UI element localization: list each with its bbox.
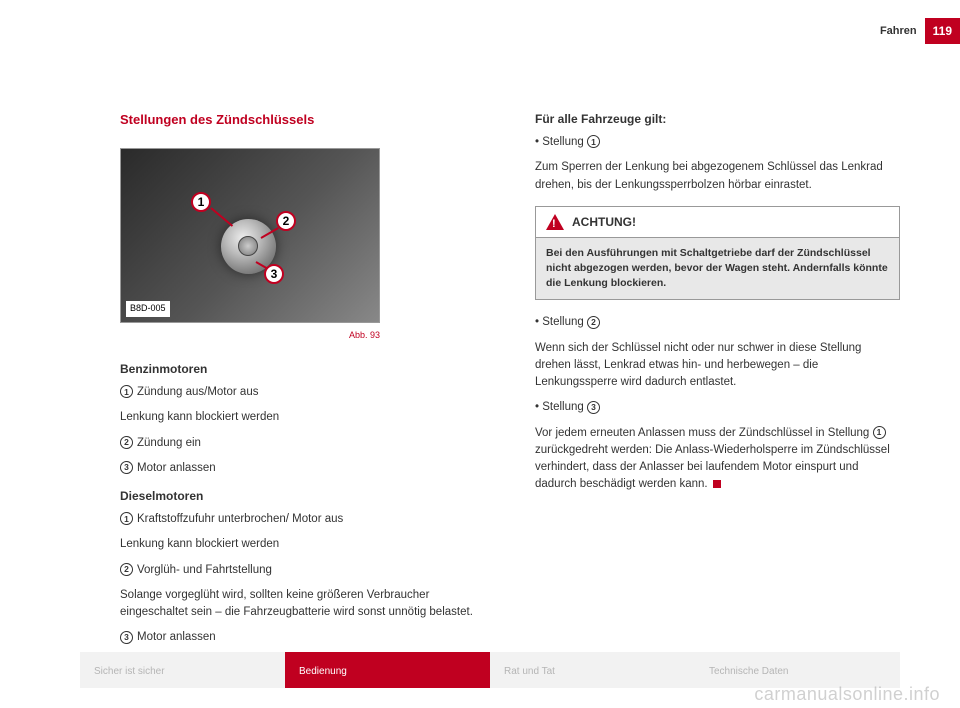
position-2-text: Wenn sich der Schlüssel nicht oder nur s… — [535, 340, 900, 392]
section-label: Fahren — [880, 23, 917, 40]
position-3-text: Vor jedem erneuten Anlassen muss der Zün… — [535, 425, 900, 494]
diesel-heading: Dieselmotoren — [120, 487, 485, 505]
callout-line — [210, 207, 233, 227]
page-header: Fahren 119 — [880, 18, 960, 44]
position-3-label: • Stellung 3 — [535, 399, 900, 416]
num-badge: 3 — [120, 461, 133, 474]
num-badge: 2 — [587, 316, 600, 329]
footer-tab-safety[interactable]: Sicher ist sicher — [80, 652, 285, 688]
item-text: Zündung ein — [137, 437, 201, 449]
footer-tab-operation[interactable]: Bedienung — [285, 652, 490, 688]
benzin-heading: Benzinmotoren — [120, 360, 485, 378]
content-area: Stellungen des Zündschlüssels 1 2 3 B8D-… — [120, 110, 900, 655]
item-text: Motor anlassen — [137, 631, 216, 643]
num-badge: 3 — [120, 631, 133, 644]
warning-title: ACHTUNG! — [572, 213, 636, 231]
diesel-item-1: 1 Kraftstoffzufuhr unterbrochen/ Motor au… — [120, 511, 485, 528]
num-badge: 3 — [587, 401, 600, 414]
item-text: Zündung aus/Motor aus — [137, 386, 258, 398]
position-1-label: • Stellung 1 — [535, 134, 900, 151]
footer-tab-tips[interactable]: Rat und Tat — [490, 652, 695, 688]
item-text: Vorglüh- und Fahrtstellung — [137, 564, 272, 576]
figure-callout-1: 1 — [191, 192, 211, 212]
watermark: carmanualsonline.info — [754, 681, 940, 708]
figure-callout-2: 2 — [276, 211, 296, 231]
position-1-text: Zum Sperren der Lenkung bei abgezogenem … — [535, 159, 900, 194]
num-badge: 2 — [120, 436, 133, 449]
end-square-icon — [713, 480, 721, 488]
bullet-label: • Stellung — [535, 401, 584, 413]
item-text: Kraftstoffzufuhr unterbrochen/ Motor aus — [137, 513, 343, 525]
ignition-core — [238, 236, 258, 256]
figure-label: Abb. 93 — [120, 329, 380, 343]
warning-header: ACHTUNG! — [536, 207, 899, 238]
ignition-figure: 1 2 3 B8D-005 — [120, 148, 380, 323]
warning-box: ACHTUNG! Bei den Ausführungen mit Schalt… — [535, 206, 900, 301]
bullet-label: • Stellung — [535, 136, 584, 148]
page-number: 119 — [925, 18, 960, 44]
bullet-label: • Stellung — [535, 316, 584, 328]
num-badge: 2 — [120, 563, 133, 576]
benzin-item-1: 1 Zündung aus/Motor aus — [120, 384, 485, 401]
left-column: Stellungen des Zündschlüssels 1 2 3 B8D-… — [120, 110, 485, 655]
section-title: Stellungen des Zündschlüssels — [120, 110, 485, 130]
item-text: Motor anlassen — [137, 462, 216, 474]
num-badge: 1 — [587, 135, 600, 148]
benzin-note-1: Lenkung kann blockiert werden — [120, 409, 485, 426]
warning-triangle-icon — [546, 214, 564, 230]
page: Fahren 119 Stellungen des Zündschlüssels… — [0, 0, 960, 708]
benzin-item-3: 3 Motor anlassen — [120, 460, 485, 477]
all-vehicles-heading: Für alle Fahrzeuge gilt: — [535, 110, 900, 128]
figure-code: B8D-005 — [126, 301, 170, 317]
figure-callout-3: 3 — [264, 264, 284, 284]
diesel-item-2: 2 Vorglüh- und Fahrtstellung — [120, 562, 485, 579]
diesel-note-1: Lenkung kann blockiert werden — [120, 536, 485, 553]
diesel-note-2: Solange vorgeglüht wird, sollten keine g… — [120, 587, 485, 622]
num-badge: 1 — [120, 512, 133, 525]
num-badge: 1 — [873, 426, 886, 439]
diesel-item-3: 3 Motor anlassen — [120, 629, 485, 646]
position-2-label: • Stellung 2 — [535, 314, 900, 331]
benzin-item-2: 2 Zündung ein — [120, 435, 485, 452]
pos3-text-a: Vor jedem erneuten Anlassen muss der Zün… — [535, 427, 869, 439]
num-badge: 1 — [120, 385, 133, 398]
warning-body: Bei den Ausführungen mit Schaltgetriebe … — [536, 238, 899, 300]
right-column: Für alle Fahrzeuge gilt: • Stellung 1 Zu… — [535, 110, 900, 655]
